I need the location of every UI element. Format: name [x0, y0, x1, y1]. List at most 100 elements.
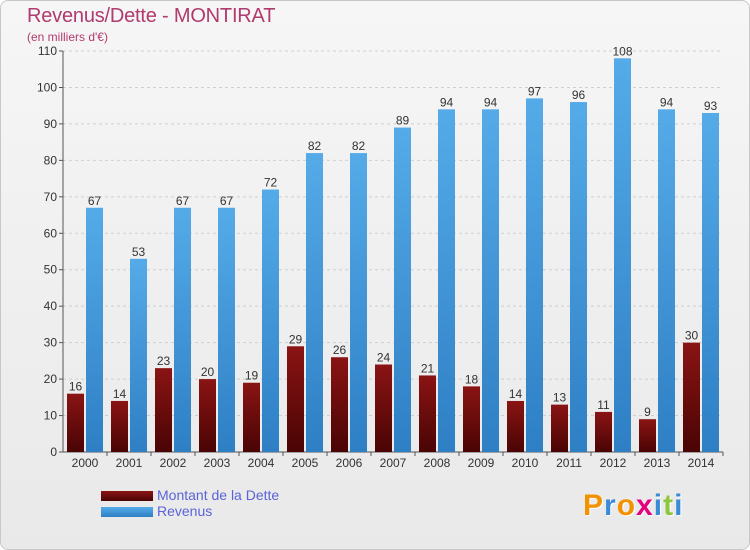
x-tick-label: 2007 — [380, 456, 407, 470]
data-label-revenus: 94 — [660, 95, 674, 109]
bar-revenus — [86, 207, 103, 452]
bar-dette — [199, 379, 216, 452]
data-label-revenus: 97 — [528, 84, 542, 98]
data-labels: 16 67 14 53 23 67 20 67 19 72 29 82 26 82 24 89 21 94 18 94… — [69, 44, 718, 419]
data-label-revenus: 96 — [572, 88, 586, 102]
logo-letter: i — [674, 489, 684, 522]
logo-letter: t — [663, 489, 675, 522]
x-tick-label: 2006 — [336, 456, 363, 470]
bar-revenus — [570, 102, 587, 452]
bar-revenus — [130, 258, 147, 452]
bar-revenus — [262, 189, 279, 452]
data-label-revenus: 67 — [220, 194, 234, 208]
bar-revenus — [614, 58, 631, 453]
data-label-dette: 29 — [289, 332, 303, 346]
x-tick-label: 2014 — [688, 456, 715, 470]
proxiti-logo: Proxiti — [583, 489, 683, 523]
data-label-dette: 26 — [333, 343, 347, 357]
logo-letter: x — [636, 489, 654, 522]
data-label-dette: 21 — [421, 361, 435, 375]
x-tick-label: 2002 — [160, 456, 187, 470]
bar-dette — [243, 382, 260, 452]
y-tick-label: 50 — [44, 263, 58, 277]
data-label-revenus: 93 — [704, 99, 718, 113]
legend-swatch-revenus — [101, 507, 153, 517]
data-label-dette: 24 — [377, 351, 391, 365]
x-tick-label: 2001 — [116, 456, 143, 470]
grid-lines — [63, 50, 723, 417]
bar-revenus — [482, 109, 499, 452]
data-label-revenus: 89 — [396, 114, 410, 128]
bar-revenus — [218, 207, 235, 452]
data-label-revenus: 67 — [88, 194, 102, 208]
data-label-dette: 11 — [597, 398, 610, 412]
x-tick-label: 2013 — [644, 456, 671, 470]
data-label-dette: 18 — [465, 372, 479, 386]
data-label-dette: 23 — [157, 354, 171, 368]
data-label-revenus: 53 — [132, 245, 146, 259]
data-label-revenus: 82 — [308, 139, 322, 153]
data-label-dette: 14 — [509, 387, 523, 401]
logo-letter: r — [604, 489, 617, 522]
legend-swatch-dette — [101, 491, 153, 501]
y-tick-label: 20 — [44, 372, 58, 386]
bar-dette — [111, 400, 128, 452]
data-label-revenus: 94 — [440, 95, 454, 109]
x-tick-label: 2003 — [204, 456, 231, 470]
x-tick-label: 2004 — [248, 456, 275, 470]
x-tick-label: 2010 — [512, 456, 539, 470]
data-label-dette: 14 — [113, 387, 127, 401]
bar-revenus — [306, 153, 323, 452]
x-tick-label: 2011 — [556, 456, 582, 470]
x-tick-label: 2000 — [72, 456, 99, 470]
bar-revenus — [174, 207, 191, 452]
chart-title: Revenus/Dette - MONTIRAT — [27, 5, 276, 27]
data-label-revenus: 94 — [484, 95, 498, 109]
x-tick-label: 2005 — [292, 456, 319, 470]
bars — [67, 58, 719, 453]
bar-dette — [67, 393, 84, 452]
bar-revenus — [394, 127, 411, 453]
data-label-dette: 20 — [201, 365, 215, 379]
bar-dette — [507, 400, 524, 452]
bar-dette — [595, 411, 612, 452]
x-tick-label: 2008 — [424, 456, 451, 470]
y-tick-label: 0 — [50, 445, 57, 459]
bar-dette — [375, 364, 392, 452]
data-label-dette: 16 — [69, 380, 83, 394]
y-tick-label: 80 — [44, 153, 58, 167]
bar-dette — [683, 342, 700, 452]
bar-dette — [639, 419, 656, 452]
chart-subtitle: (en milliers d'€) — [27, 30, 108, 44]
y-tick-label: 90 — [44, 117, 58, 131]
data-label-dette: 9 — [644, 405, 651, 419]
logo-letter: P — [583, 489, 605, 522]
bar-dette — [419, 375, 436, 452]
y-tick-label: 110 — [38, 44, 57, 58]
y-tick-label: 60 — [44, 226, 58, 240]
bar-dette — [551, 404, 568, 452]
bar-revenus — [438, 109, 455, 452]
bar-dette — [331, 357, 348, 452]
data-label-revenus: 82 — [352, 139, 366, 153]
data-label-dette: 19 — [245, 369, 259, 383]
bar-revenus — [526, 98, 543, 453]
data-label-dette: 30 — [685, 329, 699, 343]
bar-revenus — [702, 112, 719, 453]
bar-dette — [155, 368, 172, 452]
logo-letter: i — [653, 489, 664, 522]
y-tick-label: 30 — [44, 336, 58, 350]
y-tick-label: 40 — [44, 299, 58, 313]
data-label-revenus: 72 — [264, 176, 278, 190]
data-label-dette: 13 — [553, 391, 567, 405]
y-tick-label: 10 — [44, 409, 58, 423]
x-tick-label: 2012 — [600, 456, 627, 470]
data-label-revenus: 108 — [612, 44, 632, 58]
bar-dette — [463, 386, 480, 452]
bar-revenus — [658, 109, 675, 452]
axes: 0 10 20 30 40 50 60 70 80 90 100 110 2000 2001 2002 200… — [37, 44, 724, 470]
y-tick-label: 70 — [44, 190, 58, 204]
legend-label-dette: Montant de la Dette — [157, 487, 280, 503]
